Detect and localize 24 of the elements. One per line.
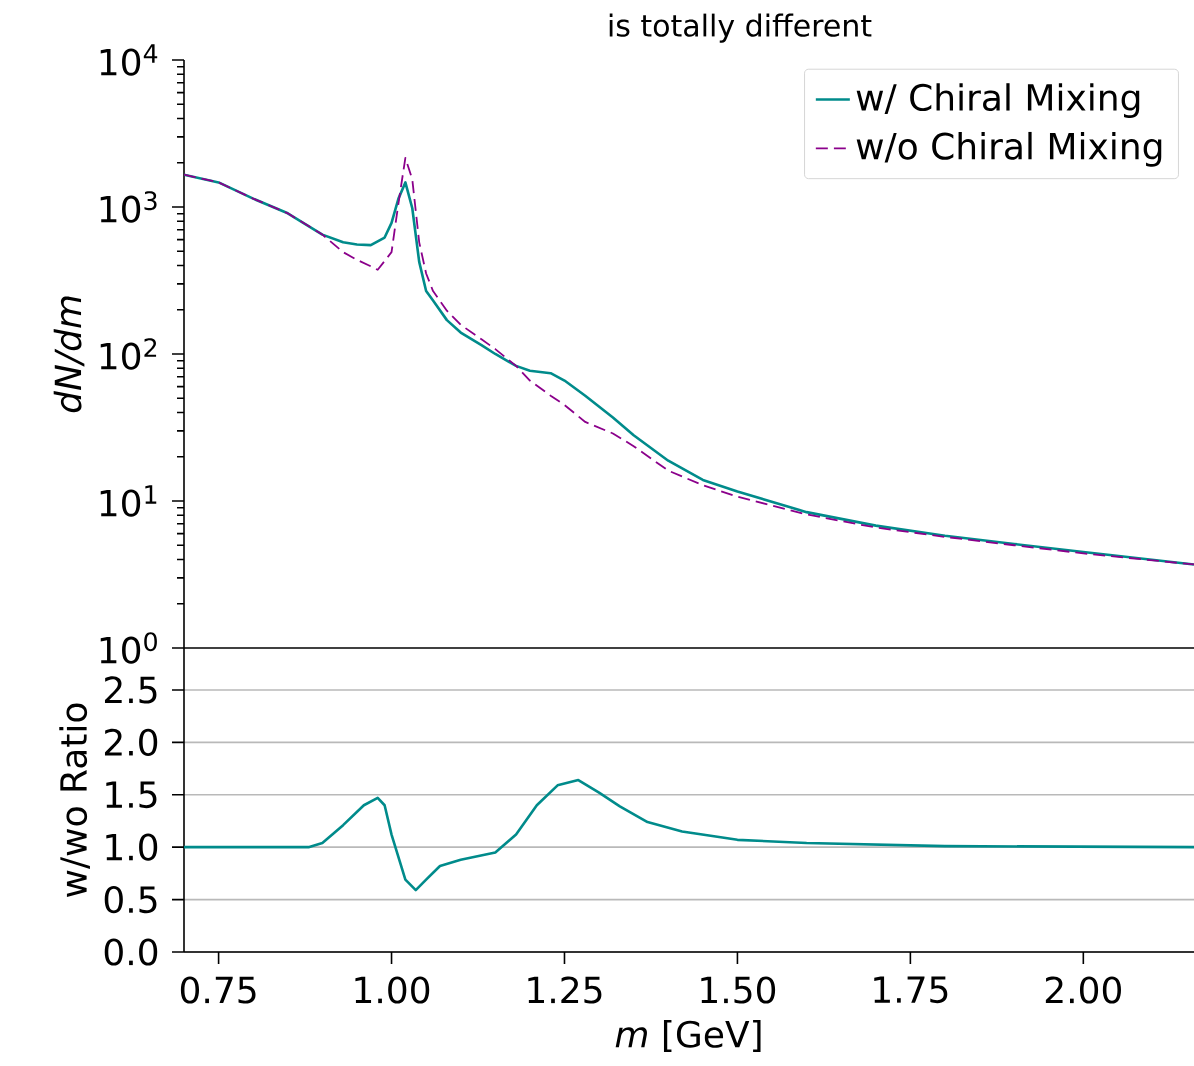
line-series	[184, 778, 1194, 892]
legend-label: w/o Chiral Mixing	[856, 131, 1162, 167]
y-tick-label: 2.5	[104, 676, 157, 704]
y-axis-title: w/wo Ratio	[59, 703, 90, 897]
y-axis-title: dN/dm	[53, 296, 85, 413]
y-tick-label: 0.0	[104, 938, 158, 966]
y-tick-label: 10$^{4}$	[100, 44, 158, 76]
chart-title: is totally different	[609, 13, 872, 43]
y-tick-label: 2.0	[104, 728, 158, 756]
x-tick-label: 1.50	[701, 976, 776, 1004]
x-tick-label: 0.75	[180, 976, 256, 1004]
x-tick-label: 2.00	[1045, 976, 1121, 1004]
y-tick-label: 10$^{1}$	[100, 485, 157, 517]
x-tick-label: 1.75	[874, 976, 948, 1004]
x-tick-label: 1.25	[528, 976, 602, 1004]
y-tick-label: 10$^{3}$	[100, 191, 157, 223]
x-axis-title: m [GeV]	[615, 1020, 761, 1053]
y-tick-label: 1.5	[106, 781, 157, 809]
x-tick-label: 1.00	[355, 976, 430, 1004]
y-tick-label: 1.0	[106, 833, 158, 861]
legend-label: w/ Chiral Mixing	[856, 83, 1140, 119]
y-tick-label: 10$^{0}$	[100, 632, 157, 664]
y-tick-label: 10$^{2}$	[100, 338, 157, 370]
y-tick-label: 0.5	[104, 885, 157, 914]
